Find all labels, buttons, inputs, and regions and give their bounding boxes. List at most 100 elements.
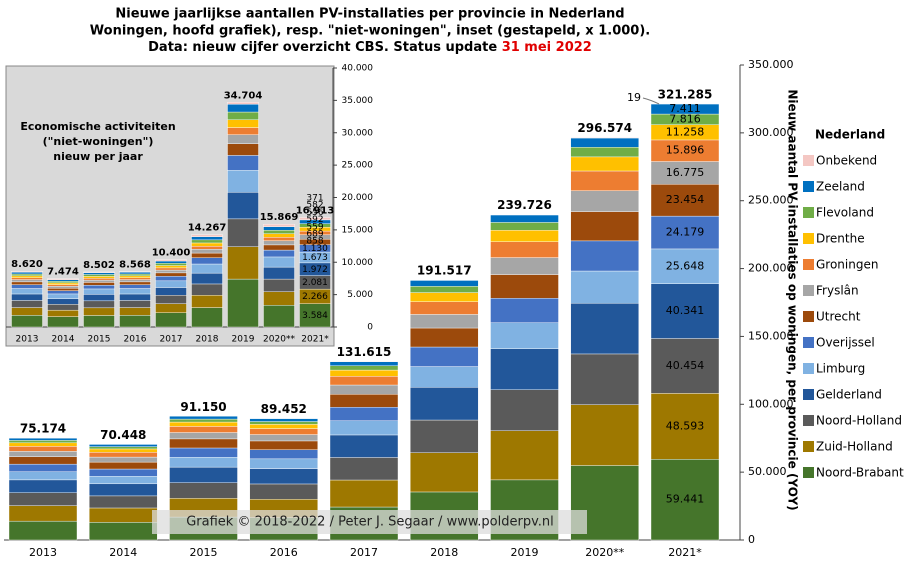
bar-segment [263, 278, 295, 292]
bar-segment [410, 327, 479, 348]
bar-segment [47, 298, 79, 305]
bar-segment [570, 270, 639, 304]
bar-segment [119, 271, 151, 273]
bar-segment [410, 286, 479, 293]
bar-segment [11, 271, 43, 275]
bar-segment [249, 440, 318, 450]
bar-segment [169, 418, 238, 423]
bar-segment [329, 369, 399, 377]
legend-swatch [803, 363, 814, 374]
bar-segment [263, 233, 295, 238]
segment-label: 3.584 [302, 311, 328, 321]
bar-segment [8, 442, 78, 447]
total-label: 75.174 [20, 421, 66, 435]
bar-segment [11, 277, 43, 280]
bar-segment [490, 322, 559, 349]
bar-segment [11, 279, 43, 283]
total-label: 34.704 [224, 90, 263, 101]
title-line: Data: nieuw cijfer overzicht CBS. Status… [148, 40, 592, 55]
bar-segment [410, 452, 479, 493]
segment-label: 48.593 [666, 419, 705, 432]
bar-segment [119, 277, 151, 280]
legend-label: Noord-Holland [816, 414, 902, 428]
inset-annotation: ("niet-woningen") [43, 135, 154, 148]
segment-label: 582 [306, 201, 323, 211]
bar-segment [8, 505, 78, 522]
bar-segment [263, 237, 295, 241]
bar-segment [155, 312, 187, 328]
x-tick-label: 2018 [430, 546, 458, 559]
bar-segment [227, 119, 259, 128]
bar-segment [410, 314, 479, 329]
total-label: 16.913 [296, 205, 335, 216]
bar-segment [83, 288, 115, 295]
bar-segment [11, 270, 43, 273]
watermark: Grafiek © 2018-2022 / Peter J. Segaar / … [186, 515, 554, 530]
bar-segment [570, 170, 639, 191]
leader-line [642, 97, 660, 105]
legend-swatch [803, 259, 814, 270]
legend-swatch [803, 337, 814, 348]
y-tick-label: 0 [367, 323, 373, 333]
bar-segment [329, 376, 399, 386]
bar-segment [83, 300, 115, 309]
bar-segment [329, 479, 399, 508]
title-line: Woningen, hoofd grafiek), resp. "niet-wo… [90, 24, 650, 39]
legend-swatch [803, 155, 814, 166]
segment-label: 858 [306, 237, 323, 247]
bar-segment [89, 461, 158, 470]
bar-segment [8, 479, 78, 493]
bar-segment [329, 365, 399, 371]
bar-segment [155, 263, 187, 266]
bar-segment [410, 301, 479, 315]
legend-label: Fryslân [816, 284, 859, 298]
y-axis-title: Nieuw aantal PV installaties op woningen… [786, 89, 800, 510]
bar-segment [191, 249, 223, 254]
legend-label: Zuid-Holland [816, 440, 893, 454]
bar-segment [490, 230, 559, 242]
bar-segment [249, 421, 318, 425]
bar-segment [11, 284, 43, 289]
bar-segment [249, 418, 318, 422]
inset-annotation: Economische activiteiten [20, 120, 175, 133]
bar-segment [119, 275, 151, 278]
bar-segment [11, 288, 43, 295]
legend-swatch [803, 181, 814, 192]
bar-segment [227, 155, 259, 171]
bar-segment [169, 482, 238, 499]
bar-segment [11, 281, 43, 285]
segment-label: 689 [306, 229, 323, 239]
segment-label: 40.454 [666, 359, 705, 372]
bar-segment [11, 307, 43, 316]
bar-segment [11, 315, 43, 328]
total-label: 8.568 [119, 260, 151, 271]
total-label: 8.502 [83, 260, 115, 271]
bar-segment [650, 248, 720, 284]
y-tick-label: 150.000 [748, 329, 794, 342]
bar-segment [11, 275, 43, 278]
bar-segment [169, 416, 238, 420]
bar-segment [8, 492, 78, 506]
bar-segment [490, 389, 559, 431]
bar-segment [490, 214, 559, 223]
bar-segment [570, 465, 639, 541]
bar-segment [570, 137, 639, 139]
bar-segment [490, 274, 559, 299]
bar-segment [47, 284, 79, 287]
bar-segment [155, 276, 187, 282]
bar-segment [650, 283, 720, 339]
segment-label: 1.673 [302, 253, 328, 263]
segment-label: 19 [627, 91, 641, 104]
bar-segment [155, 287, 187, 296]
bar-segment [89, 448, 158, 453]
bar-segment [155, 265, 187, 269]
legend-label: Overijssel [816, 336, 875, 350]
bar-segment [11, 293, 43, 301]
title-date: 31 mei 2022 [502, 40, 592, 55]
x-tick-label: 2020** [585, 546, 624, 559]
bar-segment [11, 300, 43, 308]
bar-segment [410, 292, 479, 302]
y-tick-label: 300.000 [748, 126, 794, 139]
bar-segment [263, 240, 295, 246]
bar-segment [47, 309, 79, 317]
